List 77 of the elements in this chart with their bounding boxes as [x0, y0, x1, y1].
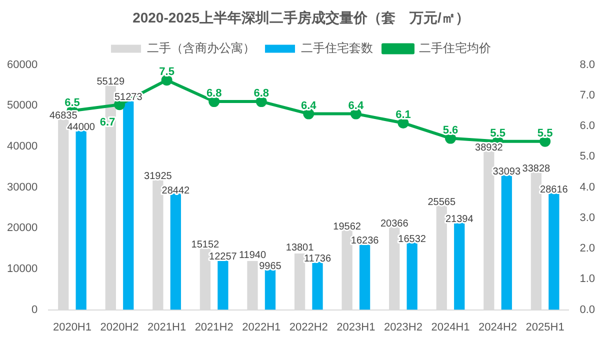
y2-tick-label: 6.0 — [580, 120, 596, 132]
y2-tick-label: 1.0 — [580, 273, 596, 286]
x-tick-label: 2021H2 — [194, 321, 234, 334]
bar — [454, 222, 465, 310]
y2-tick-label: 4.0 — [580, 181, 596, 194]
data-label: 12257 — [209, 252, 238, 262]
x-tick-label: 2024H2 — [478, 321, 518, 334]
data-label: 21394 — [445, 214, 474, 226]
bar — [170, 194, 181, 310]
bar — [218, 260, 228, 310]
bar — [501, 174, 512, 310]
bar — [264, 269, 276, 310]
data-label: 44000 — [67, 122, 96, 133]
bar — [312, 262, 323, 310]
x-tick-label: 2023H2 — [384, 321, 422, 334]
y-tick-label: 40000 — [6, 140, 38, 152]
data-label: 11736 — [304, 254, 332, 265]
x-tick-label: 2022H2 — [289, 321, 328, 334]
x-tick-label: 2020H1 — [52, 321, 92, 334]
data-label: 33828 — [522, 163, 551, 174]
data-label: 5.5 — [490, 127, 506, 140]
x-tick-label: 2020H2 — [100, 321, 139, 334]
data-label: 15152 — [191, 240, 220, 251]
y-tick-label: 0 — [31, 304, 38, 316]
point — [256, 96, 267, 108]
y2-tick-label: 7.0 — [580, 89, 596, 102]
bar — [406, 242, 418, 310]
y-tick-label: 60000 — [6, 58, 38, 71]
data-label: 19562 — [333, 222, 362, 233]
y-tick-label: 50000 — [6, 100, 38, 112]
data-label: 20366 — [380, 218, 409, 230]
data-label: 28442 — [162, 185, 190, 196]
data-label: 9965 — [259, 260, 282, 272]
data-label: 6.8 — [206, 88, 222, 100]
data-label: 55129 — [96, 76, 125, 88]
legend-label: 二手住宅套数 — [301, 41, 373, 56]
data-label: 5.5 — [537, 127, 553, 140]
data-label: 6.1 — [396, 109, 411, 122]
y2-tick-label: 0.0 — [580, 304, 596, 316]
legend-label: 二手（含商办公寓） — [147, 41, 255, 56]
y2-tick-label: 2.0 — [580, 242, 596, 255]
data-label: 28616 — [540, 184, 568, 196]
data-label: 13801 — [286, 242, 314, 254]
point — [208, 96, 220, 108]
data-label: 6.7 — [100, 116, 116, 129]
x-tick-label: 2022H1 — [242, 321, 281, 334]
bar — [548, 192, 560, 310]
data-label: 5.6 — [442, 124, 458, 136]
data-label: 31925 — [144, 171, 172, 182]
y-tick-label: 30000 — [6, 181, 38, 194]
data-label: 6.8 — [254, 88, 270, 100]
legend-label: 二手住宅均价 — [419, 41, 491, 56]
y2-tick-label: 8.0 — [580, 58, 596, 71]
x-tick-label: 2025H1 — [526, 321, 564, 334]
data-label: 6.4 — [301, 100, 318, 112]
y2-tick-label: 5.0 — [580, 150, 596, 163]
data-label: 11940 — [238, 250, 266, 261]
x-tick-label: 2023H1 — [336, 321, 376, 334]
data-label: 38932 — [475, 142, 504, 154]
bar — [123, 100, 134, 310]
x-tick-label: 2024H1 — [431, 321, 470, 334]
y-tick-label: 10000 — [6, 263, 38, 275]
data-label: 46835 — [49, 110, 78, 122]
bar — [359, 244, 370, 310]
x-tick-label: 2021H1 — [148, 321, 186, 334]
data-label: 6.5 — [64, 96, 80, 109]
data-label: 6.4 — [348, 100, 364, 112]
point — [161, 74, 172, 86]
y2-tick-label: 3.0 — [580, 212, 596, 224]
data-label: 33093 — [492, 166, 521, 178]
data-label: 16236 — [350, 235, 380, 246]
data-label: 16532 — [398, 234, 426, 246]
data-label: 7.5 — [159, 66, 174, 78]
chart-title: 2020-2025上半年深圳二手房成交量价（套 万元/㎡） — [132, 9, 470, 26]
bar — [76, 130, 86, 310]
data-label: 25565 — [428, 197, 456, 208]
y-tick-label: 20000 — [6, 222, 38, 234]
